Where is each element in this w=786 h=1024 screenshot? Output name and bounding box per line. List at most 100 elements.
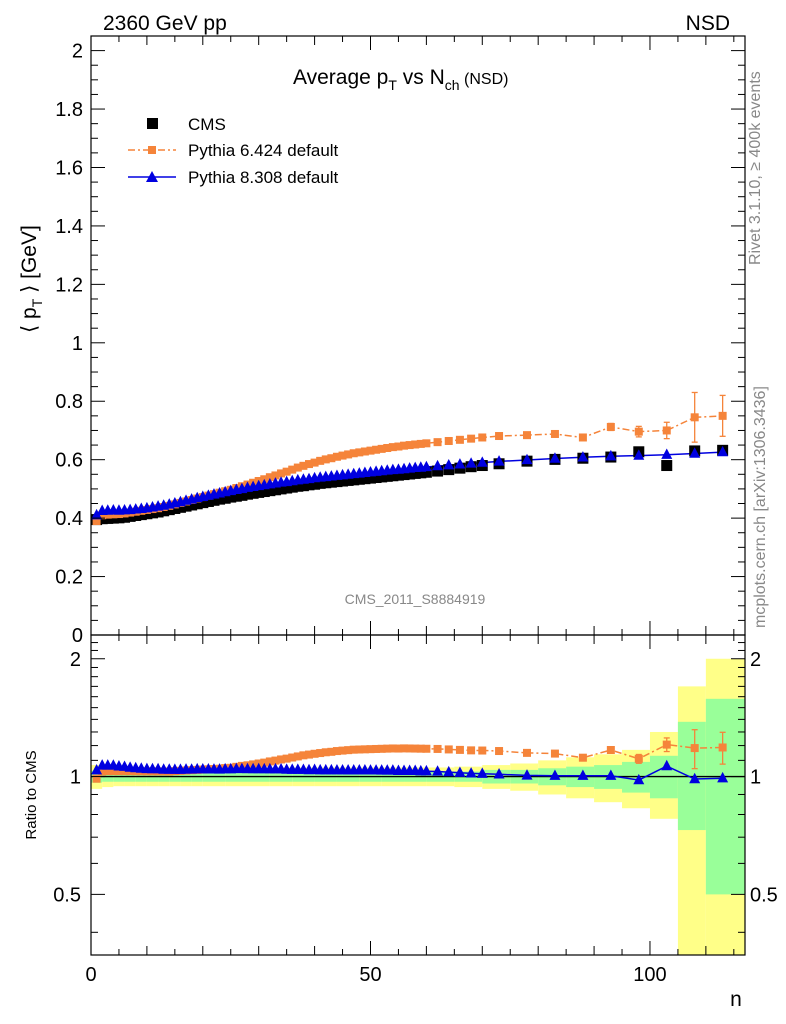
py6-ratio-point [277, 755, 286, 764]
py8-point [717, 445, 729, 457]
py6-ratio-point [400, 744, 409, 753]
cms-point [214, 493, 226, 505]
main-y-tick-label: 1 [72, 333, 83, 355]
x-tick-label: 0 [85, 964, 96, 986]
py6-point [277, 469, 286, 478]
cms-point [376, 471, 388, 483]
py6-point [394, 442, 403, 451]
energy-label: 2360 GeV pp [103, 12, 227, 35]
cms-point [381, 470, 393, 482]
py8-ratio-point [521, 769, 533, 780]
py6-ratio-point [478, 746, 487, 755]
py6-point [349, 449, 358, 458]
cms-point [297, 480, 309, 492]
py6-point [495, 432, 504, 441]
py6-ratio-point [305, 750, 313, 759]
py8-ratio-point [454, 766, 466, 777]
py6-ratio-point [271, 756, 280, 765]
cms-point [264, 485, 276, 497]
cms-point [420, 466, 432, 478]
legend-py8-marker [146, 171, 158, 182]
py6-ratio-point [355, 745, 364, 754]
process-label: NSD [686, 12, 730, 35]
py6-point [282, 467, 291, 476]
py8-point [443, 458, 455, 470]
py6-point [523, 431, 531, 440]
py8-point [454, 458, 466, 469]
py6-ratio-point [344, 746, 353, 755]
py6-ratio-point [282, 754, 291, 763]
py6-ratio-point [288, 753, 297, 762]
ratio-y-tick-label-right: 1 [750, 767, 761, 789]
py8-point [633, 449, 645, 460]
py8-ratio-point [493, 767, 505, 779]
plot-title: Average pT vs Nch (NSD) [293, 66, 508, 93]
main-y-tick-label: 1.2 [55, 274, 83, 296]
py8-point [476, 456, 488, 467]
py8-point [689, 447, 701, 458]
py8-point [493, 455, 505, 466]
py6-ratio-point [109, 767, 118, 776]
cms-point [225, 491, 237, 503]
cms-point [398, 469, 410, 481]
py6-ratio-point [634, 754, 643, 763]
py6-point [383, 443, 392, 452]
main-plot-area [91, 391, 729, 526]
py6-ratio-point [444, 745, 453, 754]
legend-py6-label: Pythia 6.424 default [188, 141, 339, 160]
legend: CMS Pythia 6.424 default Pythia 8.308 de… [128, 115, 339, 187]
main-y-axis-label: ⟨ pT ⟩ [GeV] [18, 225, 45, 333]
py6-ratio-point [92, 774, 101, 783]
cms-point [370, 472, 382, 484]
py6-point [305, 460, 313, 469]
py6-point [388, 443, 397, 452]
py6-ratio-point [455, 745, 464, 754]
py6-point [344, 450, 353, 459]
py6-point [718, 411, 727, 420]
py6-ratio-point [299, 751, 308, 760]
main-y-tick-label: 1.8 [55, 99, 83, 121]
py6-ratio-point [718, 743, 727, 752]
py6-point [416, 439, 425, 448]
legend-cms-marker [147, 118, 158, 129]
py8-ratio-point [717, 771, 729, 783]
cms-point [281, 482, 293, 494]
py6-ratio-point [349, 745, 358, 754]
py6-ratio-point [433, 744, 442, 753]
py8-point [661, 448, 673, 459]
cms-point [404, 468, 416, 480]
py6-ratio-point [467, 746, 476, 755]
py6-point [321, 455, 330, 464]
x-tick-label: 50 [359, 964, 381, 986]
py6-ratio-point [366, 745, 375, 754]
cms-point [269, 484, 281, 496]
py8-ratio-point [476, 767, 488, 778]
py6-point [422, 439, 431, 448]
py6-ratio-point [405, 744, 414, 753]
cms-point [443, 464, 455, 476]
main-y-tick-label: 0.8 [55, 391, 83, 413]
cms-point [353, 473, 365, 485]
main-y-tick-label: 0.2 [55, 567, 83, 589]
py8-ratio-point [91, 763, 103, 775]
py6-ratio-point [377, 744, 386, 753]
py6-point [265, 473, 274, 482]
main-panel: 0 0.2 0.4 0.6 0.8 1 1.2 1.4 1.6 1.8 2 [55, 35, 746, 647]
py6-ratio-point [310, 749, 319, 758]
main-y-tick-label: 0 [72, 625, 83, 647]
py8-point [605, 449, 617, 461]
py6-ratio-point [662, 740, 671, 749]
cms-point [191, 498, 203, 510]
cms-point [415, 467, 427, 479]
py6-point [310, 458, 319, 467]
py6-point [327, 454, 336, 463]
py6-ratio-point [120, 767, 129, 776]
analysis-id: CMS_2011_S8884919 [345, 591, 486, 607]
py6-ratio-point [293, 752, 302, 761]
py6-point [478, 433, 487, 442]
py6-ratio-point [332, 747, 341, 756]
py6-point [634, 427, 643, 436]
main-y-tick-label: 2 [72, 41, 83, 63]
py6-point [411, 440, 420, 449]
